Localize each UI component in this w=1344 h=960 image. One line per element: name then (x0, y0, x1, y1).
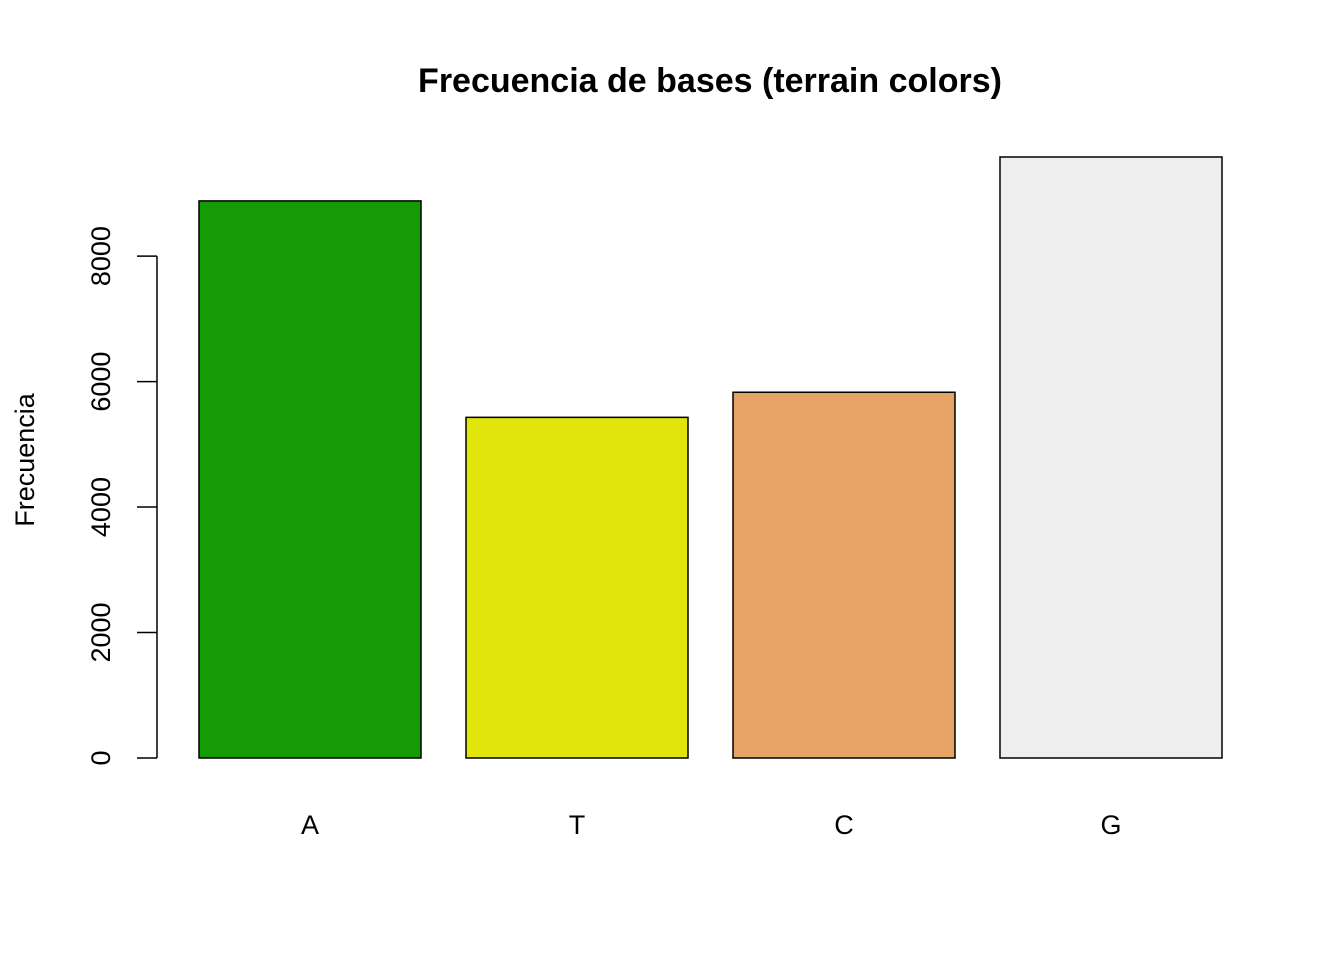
y-tick-label: 8000 (86, 226, 116, 286)
bar-A (198, 200, 422, 759)
y-tick-label: 0 (86, 750, 116, 765)
x-tick-label: T (569, 810, 586, 840)
bar-G (999, 156, 1223, 759)
y-tick-label: 6000 (86, 352, 116, 412)
x-tick-label: C (834, 810, 854, 840)
x-tick-label: G (1100, 810, 1121, 840)
bar-C (732, 391, 956, 759)
y-tick-label: 2000 (86, 602, 116, 662)
bars-group (198, 156, 1223, 759)
chart-title: Frecuencia de bases (terrain colors) (418, 62, 1002, 100)
y-axis: 0 2000 4000 6000 8000 (86, 226, 158, 766)
x-tick-label: A (301, 810, 319, 840)
y-axis-title: Frecuencia (10, 392, 40, 527)
bar-T (465, 416, 689, 759)
y-tick-label: 4000 (86, 477, 116, 537)
